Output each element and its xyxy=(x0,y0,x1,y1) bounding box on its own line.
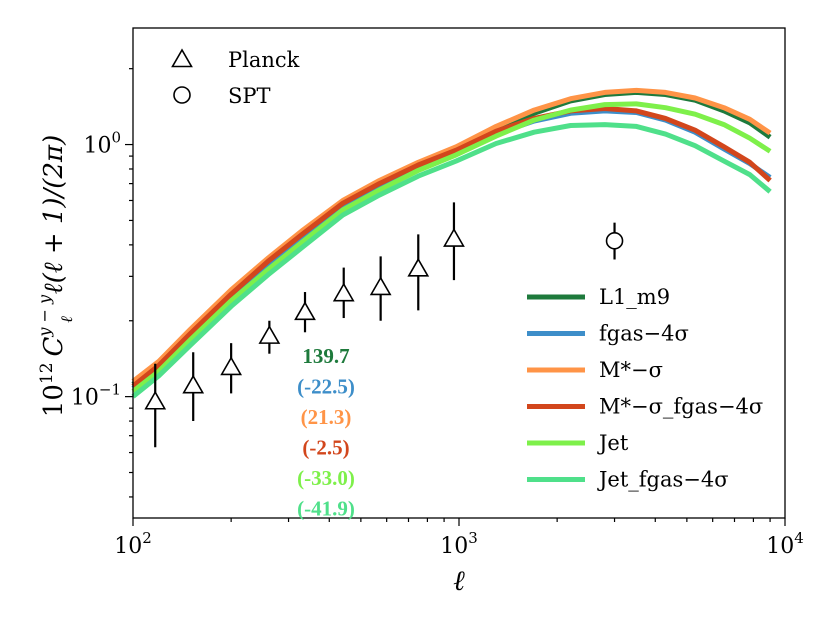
planck-point xyxy=(443,227,465,247)
planck-point xyxy=(369,276,392,296)
line-legend-label: L1_m9 xyxy=(599,285,670,309)
spt-point xyxy=(605,232,624,250)
x-axis-label: ℓ xyxy=(453,564,465,597)
line-legend-label: M*−σ xyxy=(599,358,663,382)
planck-point xyxy=(407,257,430,277)
annotation-value: (21.3) xyxy=(301,405,352,429)
x-tick-label: 102 xyxy=(114,529,152,559)
x-tick-label: 103 xyxy=(440,529,478,559)
y-tick-label: 100 xyxy=(83,129,121,159)
annotation-value: (-41.9) xyxy=(297,497,355,521)
planck-point xyxy=(220,356,243,376)
line-legend-label: M*−σ_fgas−4σ xyxy=(599,395,763,419)
series-line-Jet_fgas−4σ xyxy=(131,122,772,399)
x-tick-label: 104 xyxy=(766,529,804,559)
marker-legend: Planck SPT xyxy=(171,48,300,108)
series-lines xyxy=(131,87,772,399)
annotation-value: 139.7 xyxy=(302,344,349,368)
annotation-value: (-22.5) xyxy=(297,375,355,399)
annotations: 139.7 (-22.5) (21.3) (-2.5) (-33.0) (-41.9) xyxy=(297,344,355,521)
y-axis-label: 1012Cy − y ℓℓ(ℓ + 1)/(2π) xyxy=(35,135,76,417)
series-line-M*−σ_fgas−4σ xyxy=(131,106,772,389)
line-legend-label: fgas−4σ xyxy=(599,322,689,346)
planck-point xyxy=(258,325,281,344)
planck-point xyxy=(294,301,316,321)
line-legend-label: Jet xyxy=(597,431,629,455)
planck-point xyxy=(182,374,205,394)
marker-legend-label: SPT xyxy=(228,84,271,108)
y-tick-label: 10−1 xyxy=(71,381,121,411)
series-line-Jet xyxy=(131,101,772,394)
axis-ticks xyxy=(125,68,786,526)
planck-point xyxy=(144,390,167,410)
annotation-value: (-2.5) xyxy=(302,436,349,460)
legend-triangle-marker xyxy=(171,48,193,68)
tick-labels: 102 103 104 10−1 100 xyxy=(71,129,804,559)
series-line-M*−σ xyxy=(131,87,772,384)
observation-points xyxy=(144,202,624,448)
annotation-value: (-33.0) xyxy=(297,466,355,490)
marker-legend-label: Planck xyxy=(228,48,300,72)
planck-point xyxy=(332,282,355,302)
legend-circle-marker xyxy=(173,86,191,104)
line-legend-label: Jet_fgas−4σ xyxy=(597,468,729,492)
line-legend: L1_m9 fgas−4σ M*−σ M*−σ_fgas−4σ Jet Jet_fgas−… xyxy=(527,285,763,492)
